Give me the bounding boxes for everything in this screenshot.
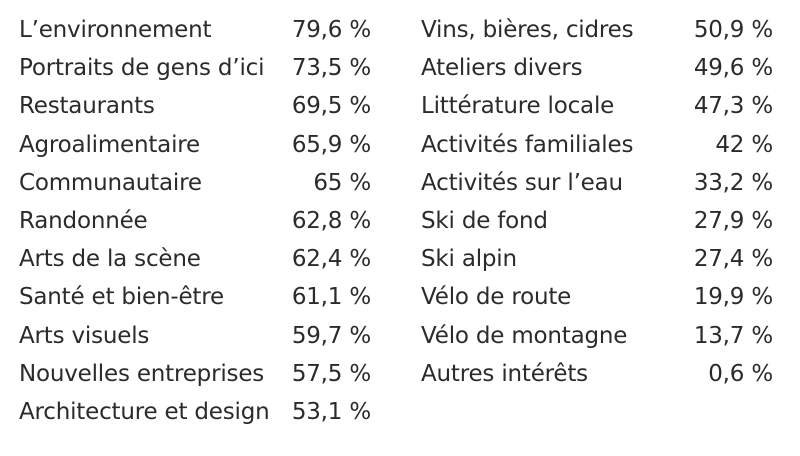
row-value: 0,6 % bbox=[708, 360, 773, 387]
table-row: Ski de fond 27,9 % bbox=[421, 202, 773, 240]
table-row: Arts de la scène 62,4 % bbox=[19, 240, 371, 278]
row-value: 69,5 % bbox=[291, 93, 371, 120]
row-label: Activités familiales bbox=[421, 131, 634, 158]
row-label: Arts de la scène bbox=[19, 246, 201, 273]
table-row: Santé et bien-être 61,1 % bbox=[19, 278, 371, 316]
row-value: 27,4 % bbox=[693, 246, 773, 273]
table-row: Agroalimentaire 65,9 % bbox=[19, 126, 371, 164]
row-label: Vins, bières, cidres bbox=[421, 17, 634, 44]
table-row: Vélo de route 19,9 % bbox=[421, 278, 773, 316]
row-label: Littérature locale bbox=[421, 93, 615, 120]
row-label: Portraits de gens d’ici bbox=[19, 55, 265, 82]
row-label: Randonnée bbox=[19, 208, 148, 235]
row-value: 62,8 % bbox=[291, 208, 371, 235]
table-row: Activités familiales 42 % bbox=[421, 126, 773, 164]
table-row: Activités sur l’eau 33,2 % bbox=[421, 164, 773, 202]
table-row: Vélo de montagne 13,7 % bbox=[421, 317, 773, 355]
row-value: 61,1 % bbox=[291, 284, 371, 311]
table-row: L’environnement 79,6 % bbox=[19, 11, 371, 49]
table-row: Vins, bières, cidres 50,9 % bbox=[421, 11, 773, 49]
row-value: 73,5 % bbox=[291, 55, 371, 82]
row-value: 79,6 % bbox=[291, 17, 371, 44]
table-row: Restaurants 69,5 % bbox=[19, 87, 371, 125]
row-value: 49,6 % bbox=[693, 55, 773, 82]
row-label: Communautaire bbox=[19, 169, 202, 196]
row-label: Ateliers divers bbox=[421, 55, 583, 82]
row-value: 65,9 % bbox=[291, 131, 371, 158]
row-label: Autres intérêts bbox=[421, 360, 588, 387]
table-column-left: L’environnement 79,6 % Portraits de gens d… bbox=[19, 11, 371, 431]
row-label: Vélo de montagne bbox=[421, 322, 628, 349]
row-value: 62,4 % bbox=[291, 246, 371, 273]
row-label: Santé et bien-être bbox=[19, 284, 224, 311]
row-label: Ski alpin bbox=[421, 246, 517, 273]
table-row: Ski alpin 27,4 % bbox=[421, 240, 773, 278]
table-row: Architecture et design 53,1 % bbox=[19, 393, 371, 431]
row-value: 59,7 % bbox=[291, 322, 371, 349]
table-row: Nouvelles entreprises 57,5 % bbox=[19, 355, 371, 393]
row-value: 47,3 % bbox=[693, 93, 773, 120]
table-row: Randonnée 62,8 % bbox=[19, 202, 371, 240]
row-label: L’environnement bbox=[19, 17, 212, 44]
table-row: Ateliers divers 49,6 % bbox=[421, 49, 773, 87]
row-label: Arts visuels bbox=[19, 322, 150, 349]
row-label: Vélo de route bbox=[421, 284, 572, 311]
row-label: Restaurants bbox=[19, 93, 155, 120]
row-value: 50,9 % bbox=[693, 17, 773, 44]
table-row: Autres intérêts 0,6 % bbox=[421, 355, 773, 393]
row-label: Activités sur l’eau bbox=[421, 169, 623, 196]
row-value: 42 % bbox=[715, 131, 773, 158]
table-row: Littérature locale 47,3 % bbox=[421, 87, 773, 125]
row-label: Nouvelles entreprises bbox=[19, 360, 265, 387]
row-value: 65 % bbox=[313, 169, 371, 196]
table-row: Portraits de gens d’ici 73,5 % bbox=[19, 49, 371, 87]
row-value: 33,2 % bbox=[693, 169, 773, 196]
row-label: Architecture et design bbox=[19, 398, 270, 425]
row-value: 53,1 % bbox=[291, 398, 371, 425]
row-label: Ski de fond bbox=[421, 208, 548, 235]
row-label: Agroalimentaire bbox=[19, 131, 200, 158]
table-row: Arts visuels 59,7 % bbox=[19, 317, 371, 355]
row-value: 57,5 % bbox=[291, 360, 371, 387]
table-column-right: Vins, bières, cidres 50,9 % Ateliers diver… bbox=[421, 11, 773, 393]
row-value: 13,7 % bbox=[693, 322, 773, 349]
table-row: Communautaire 65 % bbox=[19, 164, 371, 202]
row-value: 19,9 % bbox=[693, 284, 773, 311]
row-value: 27,9 % bbox=[693, 208, 773, 235]
